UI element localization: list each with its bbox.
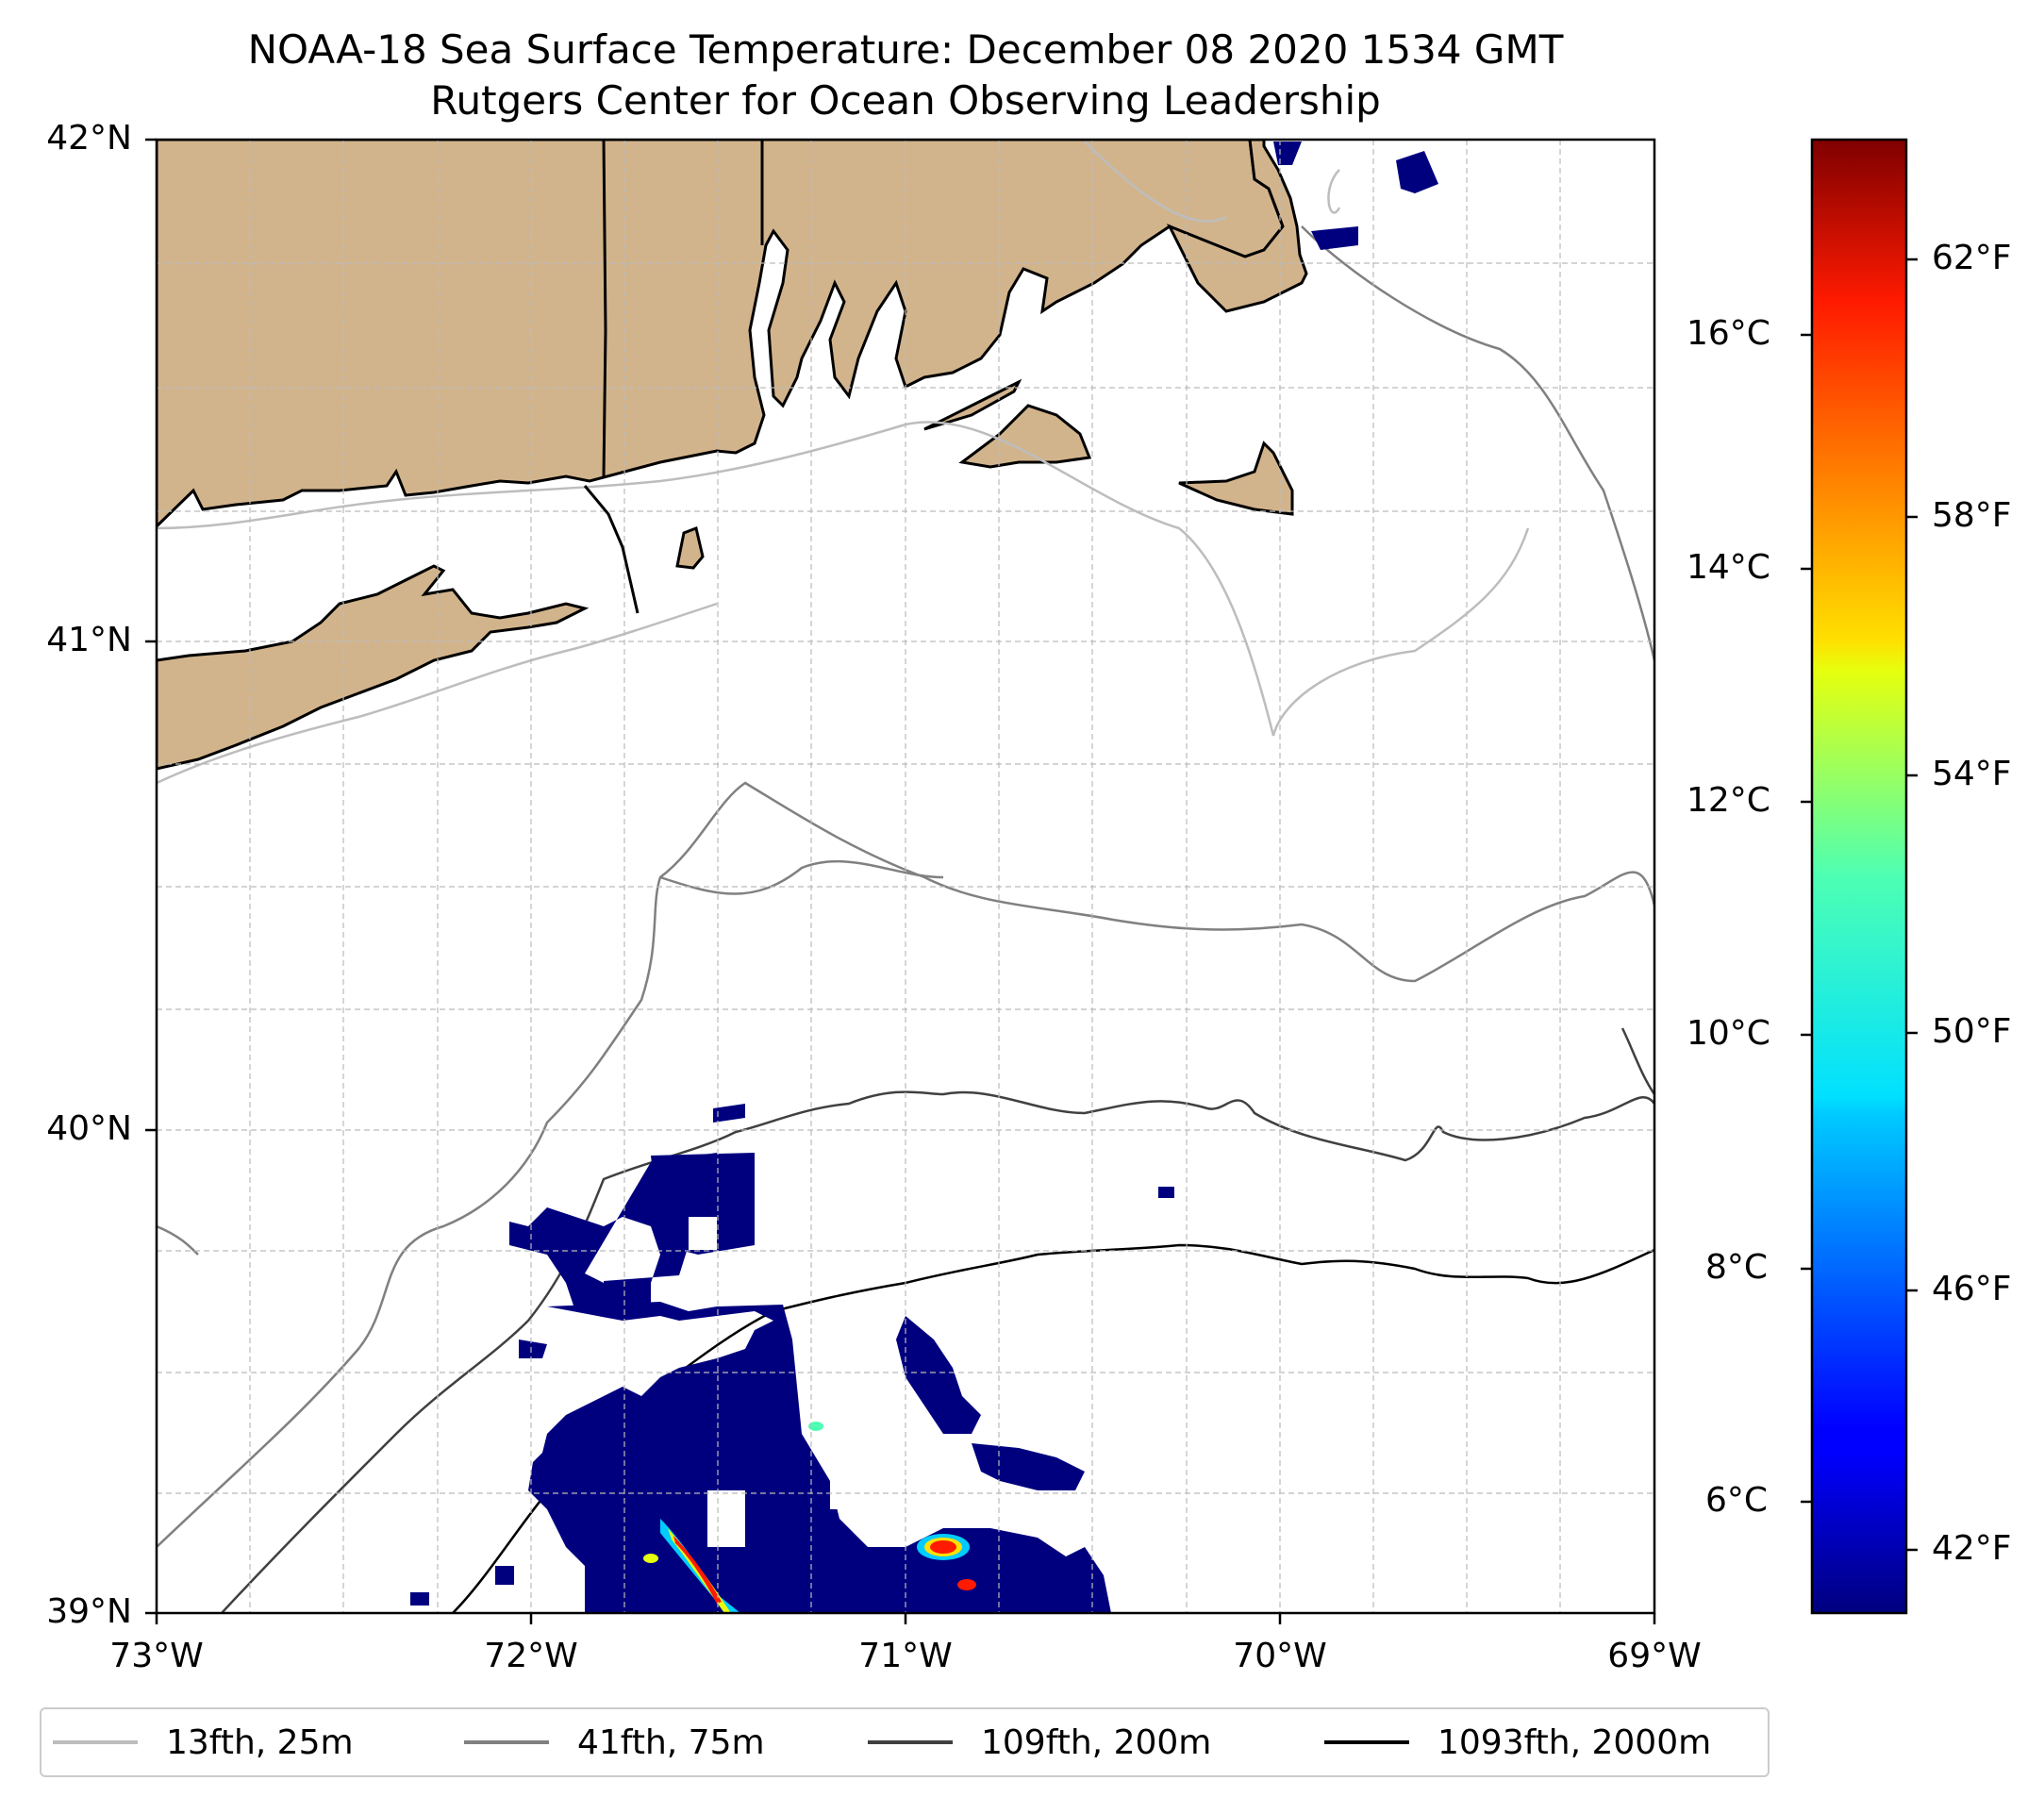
colorbar-celsius-label: 10°C	[1687, 1014, 1770, 1053]
lon-tick-label: 72°W	[484, 1637, 578, 1675]
contour-200m	[221, 1027, 1654, 1613]
legend-label: 1093fth, 2000m	[1437, 1722, 1712, 1762]
lon-tick-label: 73°W	[109, 1637, 204, 1675]
colorbar-fahrenheit-label: 46°F	[1932, 1270, 2012, 1308]
contour-25m	[157, 141, 1530, 785]
lon-tick-label: 71°W	[858, 1637, 953, 1675]
chart-subtitle: Rutgers Center for Ocean Observing Leade…	[430, 77, 1381, 124]
legend: 13fth, 25m 41fth, 75m 109fth, 200m 1093f…	[40, 1707, 1770, 1777]
axis-ticks	[145, 138, 1656, 1624]
colorbar-celsius-label: 8°C	[1705, 1248, 1769, 1287]
colorbar-ticks	[1801, 258, 1918, 1552]
legend-line-200m	[868, 1740, 953, 1744]
colorbar-celsius-label: 14°C	[1687, 548, 1770, 587]
colorbar-fahrenheit-label: 42°F	[1932, 1529, 2012, 1568]
colorbar-fahrenheit-label: 58°F	[1932, 496, 2012, 535]
legend-label: 109fth, 200m	[981, 1722, 1212, 1762]
colorbar-celsius-label: 12°C	[1687, 781, 1770, 820]
contour-75m	[157, 225, 1654, 1548]
colorbar-celsius-label: 6°C	[1705, 1481, 1769, 1520]
lon-tick-label: 69°W	[1607, 1637, 1702, 1675]
long-island	[157, 564, 590, 771]
lat-tick-label: 40°N	[46, 1109, 132, 1148]
legend-item: 109fth, 200m	[868, 1709, 1211, 1775]
chart-title: NOAA-18 Sea Surface Temperature: Decembe…	[247, 26, 1564, 73]
new-england-coast	[157, 140, 1285, 529]
legend-item: 41fth, 75m	[464, 1709, 765, 1775]
legend-line-2000m	[1324, 1740, 1409, 1744]
lat-tick-label: 41°N	[46, 621, 132, 659]
elizabeth-islands	[923, 378, 1022, 431]
landmass	[157, 140, 1308, 771]
state-borders	[583, 140, 764, 614]
colorbar-celsius-label: 16°C	[1687, 314, 1770, 353]
block-island	[675, 525, 705, 570]
legend-item: 13fth, 25m	[53, 1709, 354, 1775]
nantucket	[1178, 441, 1294, 516]
colorbar-fahrenheit-label: 54°F	[1932, 755, 2012, 793]
legend-label: 13fth, 25m	[166, 1722, 354, 1762]
lat-tick-label: 39°N	[46, 1592, 132, 1631]
colorbar	[1810, 138, 1908, 1615]
legend-item: 1093fth, 2000m	[1324, 1709, 1711, 1775]
lon-tick-label: 70°W	[1233, 1637, 1327, 1675]
lat-tick-label: 42°N	[46, 119, 132, 158]
sst-data	[410, 141, 1438, 1613]
legend-label: 41fth, 75m	[577, 1722, 765, 1762]
legend-line-75m	[464, 1740, 549, 1744]
gridlines	[157, 140, 1654, 1613]
marthas-vineyard	[958, 404, 1092, 469]
cape-cod	[1166, 140, 1308, 313]
colorbar-fahrenheit-label: 50°F	[1932, 1012, 2012, 1051]
legend-line-25m	[53, 1740, 138, 1744]
colorbar-fahrenheit-label: 62°F	[1932, 239, 2012, 277]
